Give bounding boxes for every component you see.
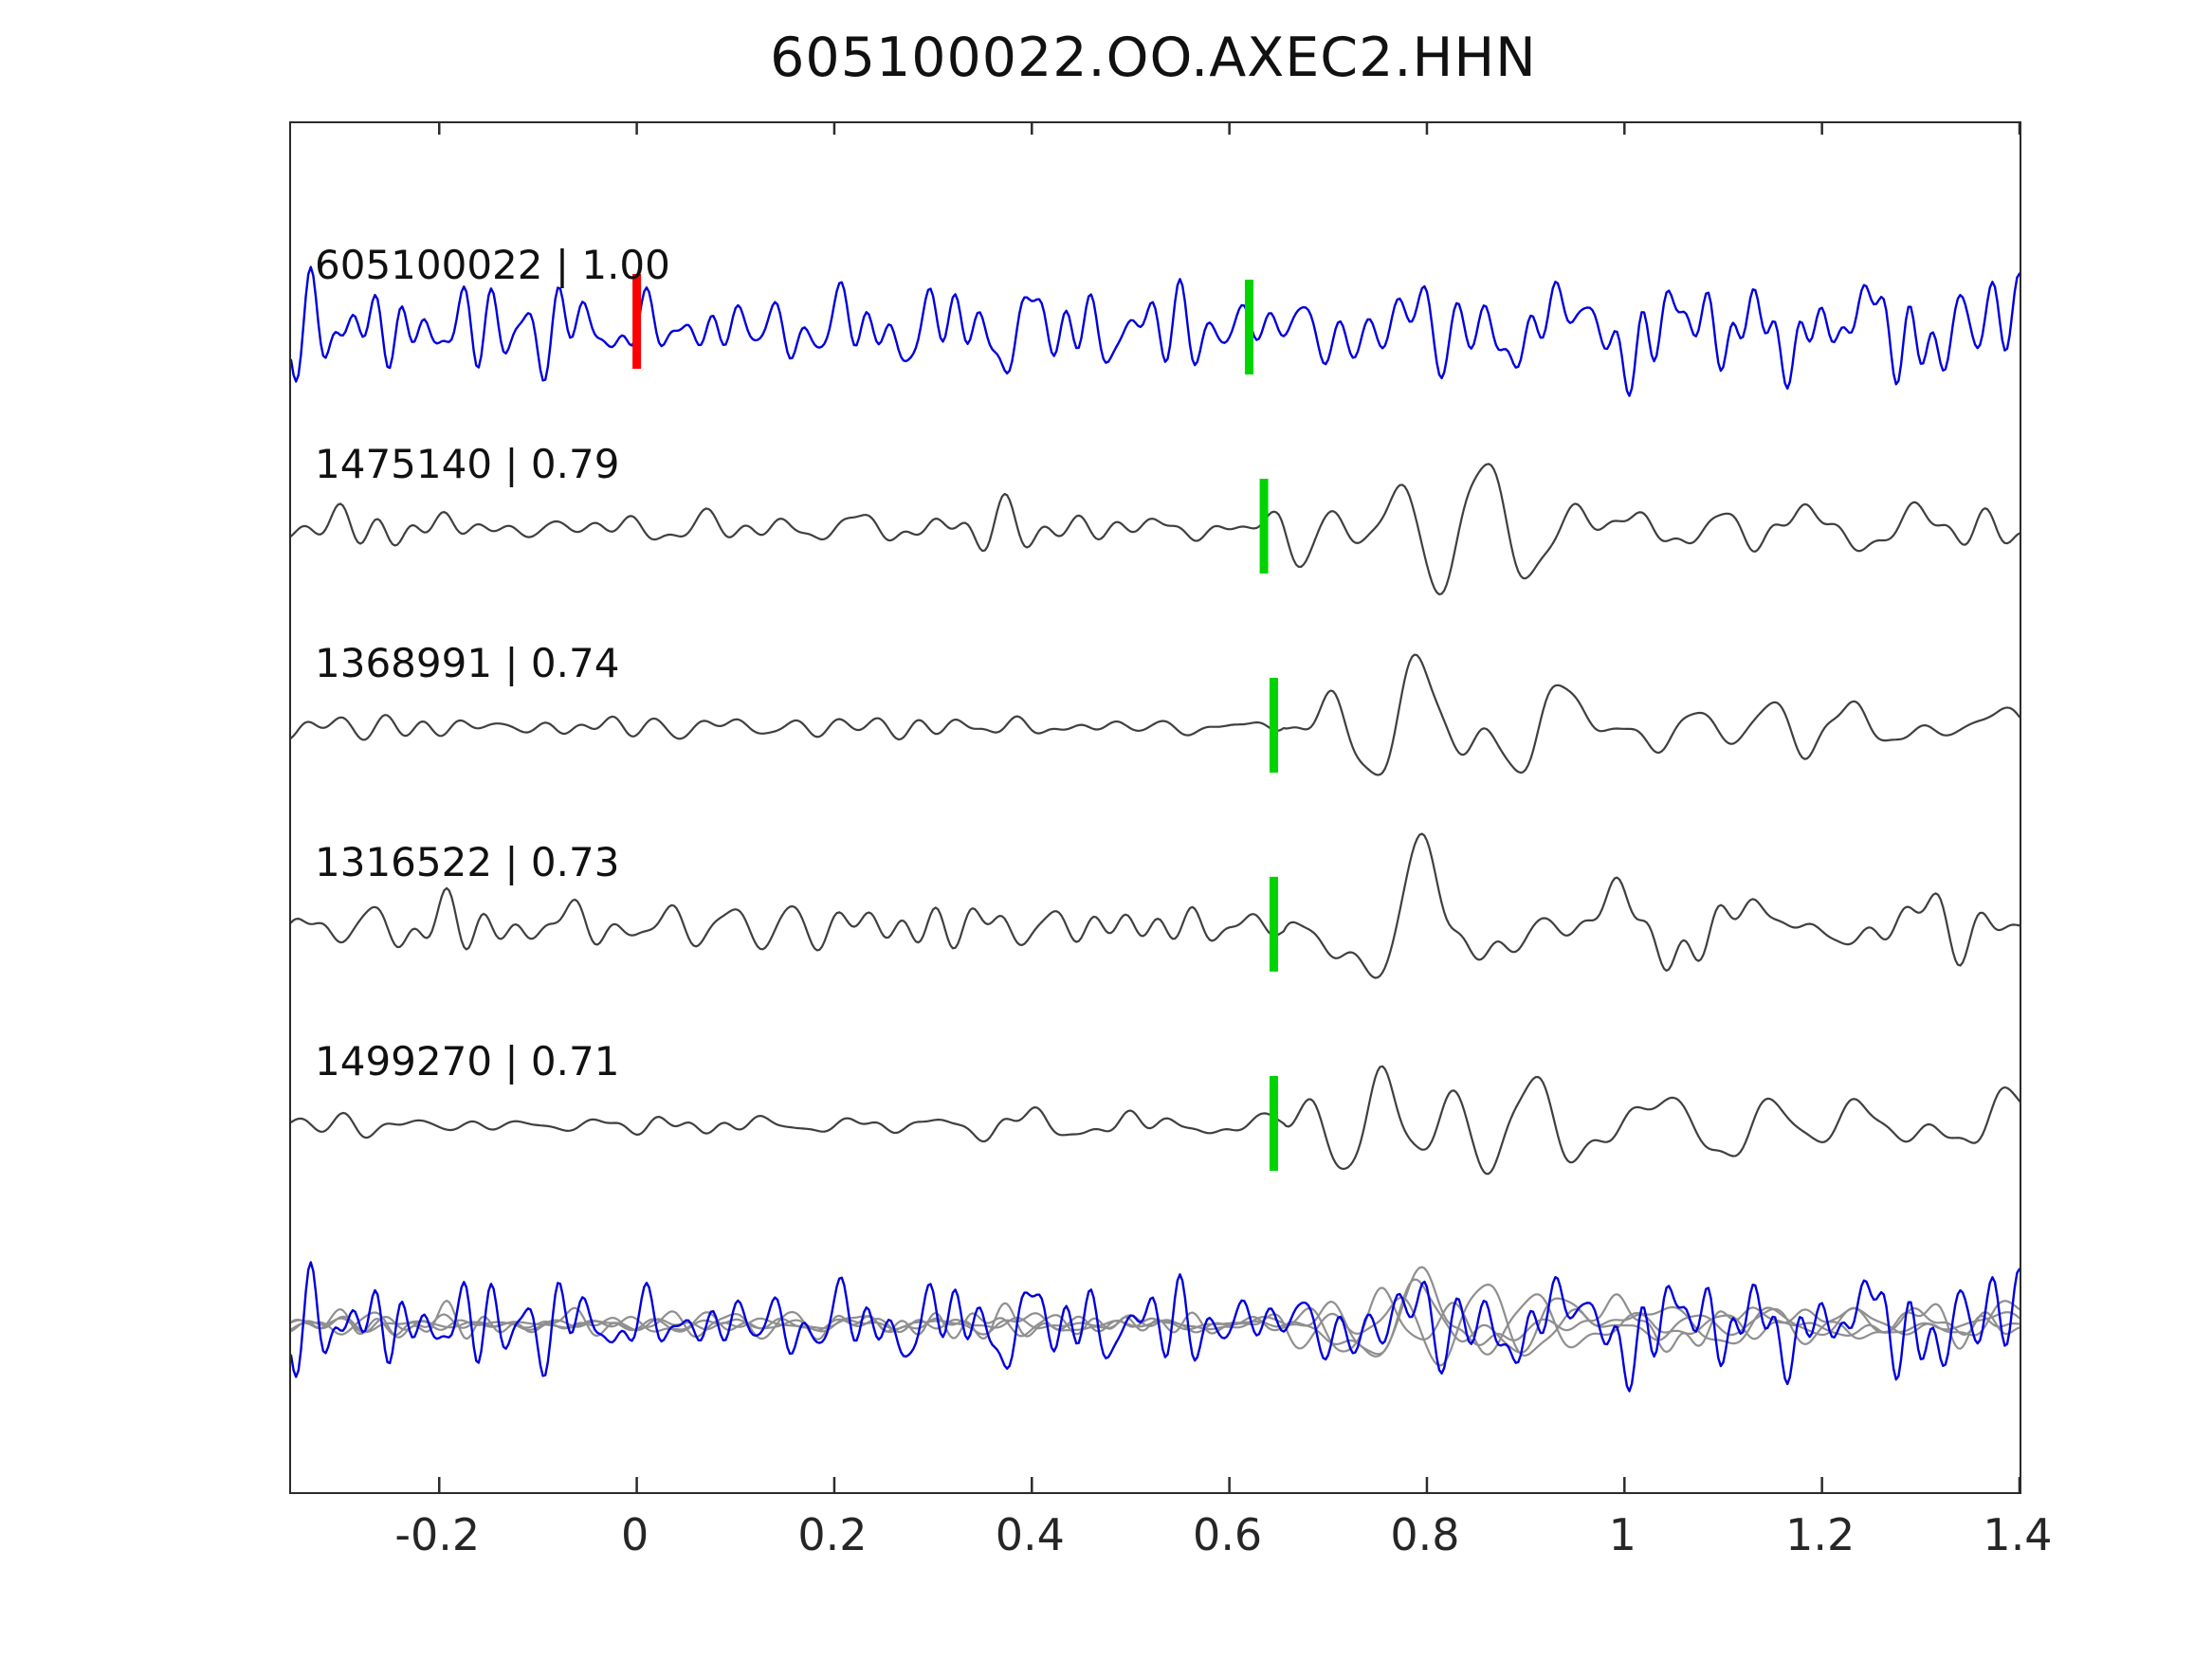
waveform-canvas — [291, 123, 2020, 1492]
overlay-trace-1475140 — [291, 1283, 2020, 1367]
x-tick-label: 1.4 — [1983, 1509, 2053, 1560]
x-tick-label: 0.2 — [797, 1509, 868, 1560]
trace-label: 1368991 | 0.74 — [315, 639, 620, 686]
x-tick-label: 0.6 — [1193, 1509, 1263, 1560]
waveform-trace-1475140 — [291, 463, 2020, 596]
x-tick-label: 0.8 — [1390, 1509, 1460, 1560]
overlay-trace-605100022 — [291, 1261, 2020, 1393]
chart-title: 605100022.OO.AXEC2.HHN — [770, 27, 1537, 89]
waveform-trace-1316522 — [291, 832, 2020, 979]
plot-area: 605100022 | 1.00 1475140 | 0.79 1368991 | … — [289, 121, 2021, 1494]
overlay-trace-1368991 — [291, 1278, 2020, 1356]
x-tick-label: 1 — [1608, 1509, 1636, 1560]
waveform-trace-1368991 — [291, 653, 2020, 776]
trace-label: 605100022 | 1.00 — [315, 242, 670, 289]
waveform-trace-605100022 — [291, 265, 2020, 397]
trace-label: 1499270 | 0.71 — [315, 1038, 620, 1085]
x-tick-label: 0.4 — [995, 1509, 1065, 1560]
x-tick-label: -0.2 — [394, 1509, 481, 1560]
overlay-trace-1499270 — [291, 1286, 2020, 1356]
trace-label: 1316522 | 0.73 — [315, 838, 620, 885]
trace-label: 1475140 | 0.79 — [315, 440, 620, 487]
x-tick-label: 0 — [620, 1509, 649, 1560]
waveform-trace-1499270 — [291, 1065, 2020, 1176]
x-tick-label: 1.2 — [1785, 1509, 1856, 1560]
